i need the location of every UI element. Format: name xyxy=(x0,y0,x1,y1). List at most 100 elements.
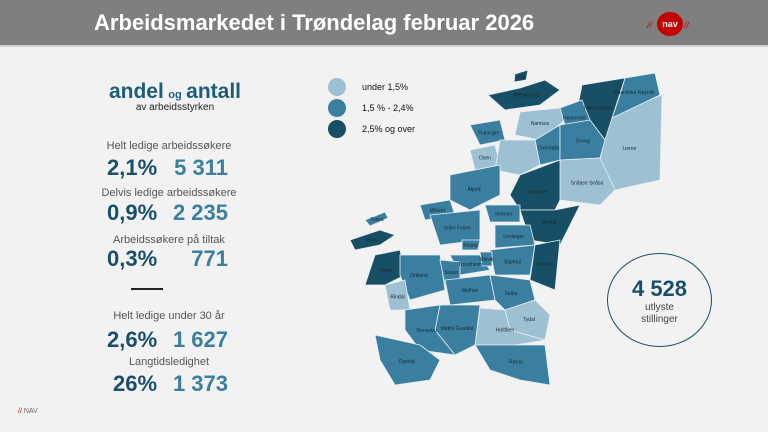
municipality-label: Melhus xyxy=(462,288,479,294)
heading-og: og xyxy=(168,89,182,101)
municipality-label: Leka xyxy=(515,75,526,81)
municipality-label: Namsos xyxy=(531,121,550,127)
legend-label: under 1,5% xyxy=(362,82,409,92)
divider xyxy=(131,288,163,290)
svg-text://: // xyxy=(683,20,691,30)
municipality-label: Lierne xyxy=(622,146,636,152)
vacancies-label-1: utlyste xyxy=(645,302,674,313)
footer: // NAV xyxy=(18,408,38,415)
municipality-label: Malvik xyxy=(479,257,494,263)
municipality-area xyxy=(494,139,541,176)
municipality-label: Stjørdal xyxy=(504,259,521,265)
stat-label: Helt ledige under 30 år xyxy=(113,310,225,322)
municipality-leka xyxy=(513,69,529,83)
legend-swatch xyxy=(328,78,346,96)
municipality-label: Selbu xyxy=(505,291,518,297)
vacancies-count: 4 528 xyxy=(631,276,688,301)
municipality-label: Frosta xyxy=(463,243,477,249)
stat-label: Helt ledige arbeidssøkere xyxy=(106,140,232,152)
municipality-malvik xyxy=(479,251,493,267)
municipality-label: Høylandet xyxy=(563,116,586,122)
municipality-meråker xyxy=(529,239,561,291)
municipality-label: Åfjord xyxy=(467,186,480,193)
stat-percent: 0,9% xyxy=(107,200,158,225)
legend-label: 2,5% og over xyxy=(362,124,416,134)
municipality-label: Flatanger xyxy=(478,131,499,137)
municipality-label: Heim xyxy=(380,268,392,274)
heading-antall: antall xyxy=(186,80,242,103)
municipality-label: Inderøy xyxy=(495,212,512,218)
municipality-label: Raarvihke Røyrvik xyxy=(614,90,655,96)
municipality-label: Overhalla xyxy=(538,146,560,152)
municipality-heim xyxy=(364,249,406,286)
municipality-label: Orkland xyxy=(410,273,428,279)
municipality-raarvihke-røyrvik xyxy=(611,72,661,119)
footer-mark: // xyxy=(18,408,22,415)
stat-percent: 0,3% xyxy=(107,246,158,271)
municipality-label: Nærøysund xyxy=(513,93,539,99)
municipality-orkland xyxy=(399,254,446,301)
municipality-inderøy xyxy=(484,204,521,223)
municipality-label: Røros xyxy=(509,360,523,366)
municipality-label: Namsskogan xyxy=(584,106,613,112)
vacancies-circle: 4 528 utlyste stillinger xyxy=(607,253,712,347)
legend-item: 2,5% og over xyxy=(328,119,415,139)
vacancies-label-2: stillinger xyxy=(641,314,678,325)
municipality-label: Osen xyxy=(479,156,491,162)
stat-percent: 26% xyxy=(113,371,158,396)
heading-sub: av arbeidsstyrken xyxy=(135,102,215,113)
svg-text://: // xyxy=(646,20,654,30)
municipality-frosta xyxy=(461,239,481,251)
municipality-hitra xyxy=(349,229,396,251)
municipality-rennebu xyxy=(404,304,456,356)
footer-text: NAV xyxy=(23,408,38,415)
header-bar: Arbeidsmarkedet i Trøndelag februar 2026… xyxy=(0,0,768,47)
stats-heading: andel og antall av arbeidsstyrken xyxy=(90,80,260,113)
municipality-label: Skaun xyxy=(444,270,458,276)
stat-count: 1 627 xyxy=(172,327,228,352)
municipality-label: Steinkjer xyxy=(528,190,548,196)
page-title: Arbeidsmarkedet i Trøndelag februar 2026 xyxy=(94,10,535,35)
municipality-label: Grong xyxy=(576,139,590,145)
municipality-label: Rindal xyxy=(390,294,404,300)
municipality-label: Midtre Gauldal xyxy=(441,326,474,332)
legend-item: 1,5 % - 2,4% xyxy=(328,98,415,118)
legend-label: 1,5 % - 2,4% xyxy=(362,103,414,113)
municipality-label: Rennebu xyxy=(417,328,438,334)
legend-swatch xyxy=(328,99,346,117)
municipality-label: Holtålen xyxy=(496,327,515,334)
municipality-label: Verdal xyxy=(542,220,556,226)
municipality-røros xyxy=(474,344,551,386)
svg-text:nav: nav xyxy=(662,19,678,29)
stat-count: 771 xyxy=(191,246,228,271)
legend-swatch xyxy=(328,120,346,138)
municipality-label: Hitra xyxy=(367,238,378,244)
stat-count: 2 235 xyxy=(172,200,228,225)
municipality-label: Oppdal xyxy=(399,359,415,365)
stat-label: Langtidsledighet xyxy=(128,356,210,368)
heading-andel: andel xyxy=(108,80,164,103)
municipality-label: Meråker xyxy=(536,261,555,268)
stat-percent: 2,6% xyxy=(107,327,158,352)
stat-percent: 2,1% xyxy=(107,155,158,180)
stat-count: 5 311 xyxy=(174,155,228,180)
municipality-oppdal xyxy=(374,334,441,386)
nav-logo: // nav // xyxy=(646,12,691,36)
municipality-label: Trondheim xyxy=(458,262,482,268)
municipality-label: Levanger xyxy=(503,234,524,240)
municipality-stjørdal xyxy=(489,244,536,276)
map-legend: under 1,5% 1,5 % - 2,4% 2,5% og over xyxy=(328,77,415,140)
stat-label: Arbeidssøkere på tiltak xyxy=(113,234,225,246)
municipality-åfjord xyxy=(449,164,501,211)
municipality-nærøysund xyxy=(487,79,561,111)
municipality-label: Indre Fosen xyxy=(444,226,471,232)
municipality-grong xyxy=(559,119,606,161)
municipality-frøya xyxy=(364,211,389,227)
municipality-label: Ørland xyxy=(430,208,445,214)
municipality-label: Frøya xyxy=(370,217,383,223)
legend-item: under 1,5% xyxy=(328,77,415,97)
stat-count: 1 373 xyxy=(172,371,228,396)
stat-label: Delvis ledige arbeidssøkere xyxy=(101,187,237,199)
municipality-label: Snåase Snåsa xyxy=(571,180,604,187)
